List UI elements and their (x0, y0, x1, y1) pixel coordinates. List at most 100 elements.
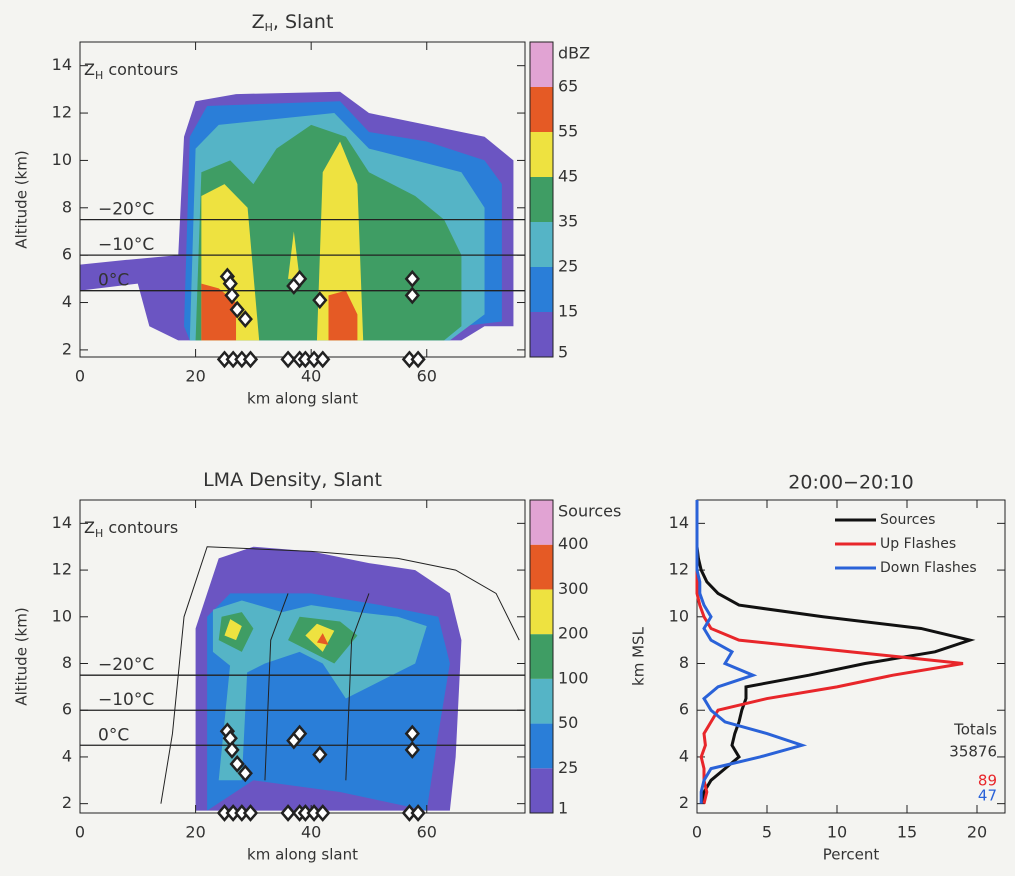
text-part: H (95, 69, 103, 82)
y-tick-label: 14 (669, 513, 689, 532)
colorbar-band (530, 177, 553, 222)
flash-diamond (410, 350, 426, 369)
x-tick-label: 40 (301, 367, 321, 386)
colorbar-band (530, 678, 553, 724)
y-tick-label: 4 (62, 292, 72, 311)
legend-label: Sources (880, 512, 935, 528)
colorbar-band (530, 312, 553, 357)
colorbar-label: 100 (558, 668, 589, 687)
colorbar-band (530, 267, 553, 312)
rich-text: ZH, Slant (252, 11, 334, 35)
contour-fill (212, 600, 427, 781)
total-value: 89 (978, 772, 997, 790)
y-tick-label: 12 (669, 560, 689, 579)
colorbar-label: 25 (558, 257, 578, 276)
y-tick-label: 6 (62, 245, 72, 264)
x-tick-label: 60 (417, 823, 437, 842)
isotherm-label: 0°C (98, 725, 129, 745)
colorbar-title: dBZ (558, 44, 590, 63)
colorbar-frame (529, 499, 554, 814)
flash-diamond (404, 741, 420, 759)
isotherm-label: −20°C (98, 655, 154, 675)
x-tick-label: 15 (897, 823, 917, 842)
y-tick-label: 14 (52, 55, 72, 74)
colorbar-title: Sources (558, 502, 621, 521)
y-tick-label: 2 (62, 339, 72, 358)
colorbar-band (530, 723, 553, 769)
x-tick-label: 0 (75, 367, 85, 386)
x-tick-label: 5 (762, 823, 772, 842)
colorbar-label: 65 (558, 77, 578, 96)
flash-diamond (291, 269, 308, 288)
y-tick-label: 8 (679, 653, 689, 672)
plot-frame (696, 499, 1006, 814)
flash-diamond (224, 741, 240, 759)
y-tick-label: 2 (62, 793, 72, 812)
flash-diamond (291, 724, 308, 743)
y-axis-label: Altitude (km) (13, 607, 31, 705)
flash-diamond (410, 804, 426, 822)
colorbar-label: 1 (558, 799, 568, 818)
flash-diamond (280, 804, 296, 822)
rich-text: ZH contours (84, 60, 178, 83)
colorbar-label: 35 (558, 212, 578, 231)
x-axis-label: km along slant (247, 390, 358, 408)
y-axis-label: Altitude (km) (13, 150, 31, 248)
x-tick-label: 0 (75, 823, 85, 842)
y-tick-label: 14 (52, 513, 72, 532)
colorbar-label: 45 (558, 167, 578, 186)
y-tick-label: 10 (669, 606, 689, 625)
text-part: H (95, 527, 103, 540)
colorbar-band (530, 132, 553, 177)
colorbar-label: 15 (558, 302, 578, 321)
text-part: H (265, 21, 273, 34)
x-tick-label: 20 (185, 823, 205, 842)
colorbar-band (530, 634, 553, 679)
legend-label: Up Flashes (880, 536, 956, 552)
rich-text: LMA Density, Slant (203, 469, 382, 491)
flash-diamond (315, 804, 331, 822)
colorbar-label: 5 (558, 343, 568, 362)
total-value: 47 (978, 787, 997, 805)
text-part: contours (103, 518, 178, 537)
x-tick-label: 20 (967, 823, 987, 842)
isotherm-label: −10°C (98, 690, 154, 710)
density-field (161, 547, 519, 811)
colorbar-band (530, 42, 553, 87)
isotherm-label: −20°C (98, 200, 154, 220)
x-axis-label: km along slant (247, 846, 358, 864)
flash-diamond (280, 350, 296, 369)
field-clip (161, 547, 519, 811)
flash-diamond (229, 300, 245, 319)
y-tick-label: 4 (62, 746, 72, 765)
y-tick-label: 12 (52, 560, 72, 579)
flash-diamond (312, 291, 328, 310)
colorbar-band (530, 768, 553, 813)
flash-diamond (229, 755, 245, 773)
isotherm-label: 0°C (98, 271, 129, 291)
y-tick-label: 4 (679, 746, 689, 765)
colorbar-label: 300 (558, 579, 589, 598)
flash-diamond (242, 804, 259, 822)
text-part: Z (84, 60, 95, 79)
y-tick-label: 10 (52, 606, 72, 625)
y-tick-label: 6 (679, 700, 689, 719)
y-tick-label: 6 (62, 700, 72, 719)
reflectivity-field (80, 91, 514, 341)
flash-diamond (404, 269, 420, 288)
flash-diamond (315, 350, 331, 369)
colorbar-label: 400 (558, 534, 589, 553)
legend-label: Down Flashes (880, 560, 977, 576)
x-axis-label: Percent (823, 846, 880, 864)
flash-diamond (237, 764, 253, 783)
rich-text: ZH contours (84, 518, 178, 541)
y-tick-label: 12 (52, 103, 72, 122)
colorbar-band (530, 544, 553, 590)
flash-diamond (224, 286, 240, 305)
y-tick-label: 8 (62, 653, 72, 672)
total-value: 35876 (949, 743, 997, 761)
y-axis-label: km MSL (630, 626, 648, 686)
text-part: Z (252, 11, 265, 33)
x-tick-label: 10 (827, 823, 847, 842)
